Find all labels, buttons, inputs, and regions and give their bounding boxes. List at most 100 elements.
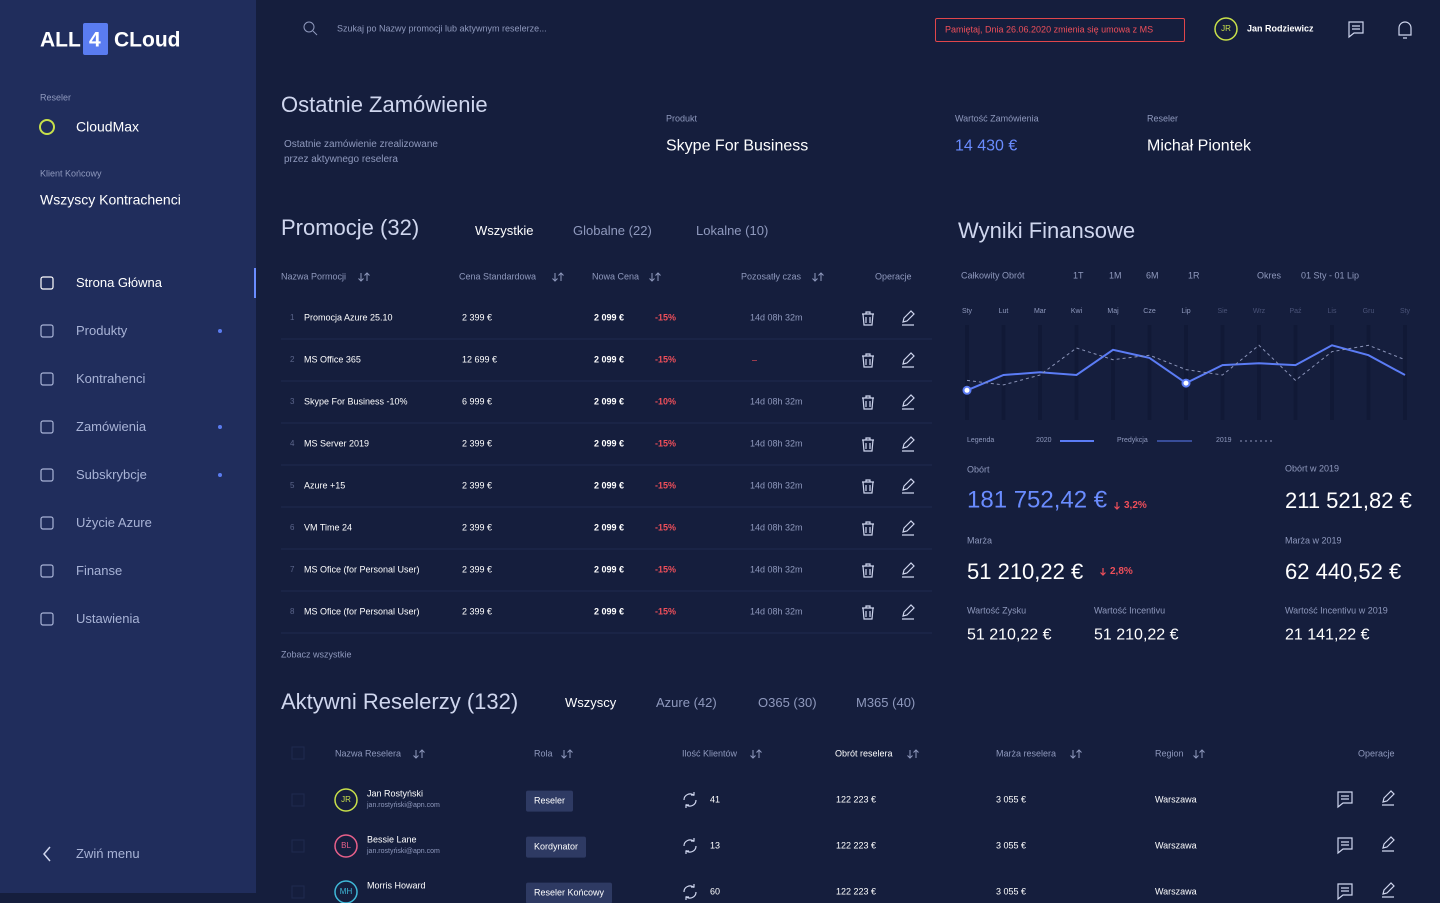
period[interactable]: 01 Sty - 01 Lip — [1301, 270, 1360, 281]
turnover: 122 223 € — [836, 840, 877, 851]
menu-item[interactable]: Finanse — [76, 563, 123, 579]
reseller-name[interactable]: Morris Howard — [367, 880, 426, 891]
region: Warszawa — [1155, 840, 1197, 851]
label: Produkt — [666, 113, 698, 124]
sort-icon — [907, 749, 919, 759]
checkbox — [291, 839, 305, 853]
logo: ALL — [40, 28, 81, 52]
month-label: Maj — [1107, 307, 1119, 315]
column-header[interactable]: Operacje — [875, 271, 912, 282]
time-left: 14d 08h 32m — [750, 438, 803, 449]
change: 2,8% — [1110, 566, 1133, 577]
client-name[interactable]: Wszyscy Kontrachenci — [40, 191, 181, 208]
tab[interactable]: Azure (42) — [656, 695, 717, 711]
menu-dot — [218, 425, 222, 429]
range-option[interactable]: 1T — [1073, 270, 1084, 281]
tab[interactable]: Lokalne (10) — [696, 223, 769, 239]
range-option[interactable]: 1R — [1188, 270, 1200, 281]
month-label: Lip — [1181, 307, 1191, 315]
column-header[interactable]: Nowa Cena — [592, 271, 640, 282]
chat-icon — [1337, 883, 1353, 901]
sort-icon — [750, 749, 762, 759]
client-count: 60 — [710, 886, 721, 897]
label: Marża w 2019 — [1285, 535, 1342, 546]
reseller-name[interactable]: Jan Rostyński — [367, 788, 424, 799]
description: Ostatnie zamówienie zrealizowane — [284, 139, 438, 150]
see-all-link[interactable]: Zobacz wszystkie — [281, 649, 352, 660]
price: 12 699 € — [462, 354, 498, 365]
chart-column — [1111, 325, 1115, 420]
menu-item[interactable]: Ustawienia — [76, 611, 140, 627]
column-header[interactable]: Ilość Klientów — [682, 748, 738, 759]
change: 3,2% — [1124, 500, 1147, 511]
label: Klient Końcowy — [40, 168, 102, 179]
promotion-name: MS Server 2019 — [304, 438, 370, 449]
delete-icon — [862, 479, 874, 494]
label: Reseler — [1147, 113, 1179, 124]
column-header[interactable]: Obrót reselera — [835, 748, 893, 759]
month-label: Paź — [1289, 307, 1302, 315]
section-title: Ostatnie Zamówienie — [281, 91, 488, 117]
menu-icon — [40, 468, 54, 482]
avatar — [334, 834, 358, 858]
chart-column — [1184, 325, 1188, 420]
collapse-menu[interactable]: Zwiń menu — [76, 846, 140, 862]
chart-column — [965, 325, 969, 420]
highlight-point — [962, 385, 972, 395]
column-header[interactable]: Region — [1155, 748, 1184, 759]
menu-item[interactable]: Zamówienia — [76, 419, 147, 435]
menu-icon — [40, 324, 54, 338]
range-option[interactable]: 1M — [1109, 270, 1122, 281]
metric-select[interactable]: Całkowity Obrót — [961, 270, 1025, 281]
menu-icon — [40, 564, 54, 578]
delete-icon — [862, 521, 874, 536]
reseller-name[interactable]: CloudMax — [76, 118, 140, 135]
edit-icon — [902, 562, 915, 578]
edit-icon — [902, 520, 915, 536]
bell-icon — [1398, 21, 1412, 39]
section-title: Promocje (32) — [281, 214, 420, 240]
edit-icon — [902, 394, 915, 410]
chat-icon — [1337, 837, 1353, 855]
tab[interactable]: Wszystkie — [475, 223, 534, 239]
search-icon — [303, 21, 315, 33]
menu-item[interactable]: Produkty — [76, 323, 128, 339]
chart-column — [1147, 325, 1152, 420]
column-header[interactable]: Nazwa Reselera — [335, 748, 402, 759]
sync-icon — [683, 838, 697, 854]
legend-entry: 2019 — [1216, 436, 1232, 444]
menu-item[interactable]: Użycie Azure — [76, 515, 152, 531]
edit-icon — [902, 478, 915, 494]
column-header[interactable]: Rola — [534, 748, 553, 759]
new-price: 2 099 € — [594, 522, 625, 533]
tab[interactable]: Wszyscy — [565, 695, 617, 711]
time-left: 14d 08h 32m — [750, 606, 803, 617]
column-header[interactable]: Nazwa Pormocji — [281, 271, 347, 282]
sync-icon — [683, 884, 697, 900]
edit-icon — [902, 310, 915, 326]
sidebar — [0, 0, 256, 893]
label: Wartość Incentivu — [1094, 605, 1166, 616]
menu-item[interactable]: Strona Główna — [76, 275, 162, 291]
time-left: – — [752, 354, 758, 365]
status-ring — [39, 119, 55, 135]
column-header[interactable]: Marża reselera — [996, 748, 1057, 759]
range-option[interactable]: 6M — [1146, 270, 1159, 281]
menu-item[interactable]: Subskrybcje — [76, 467, 147, 483]
user-name[interactable]: Jan Rodziewicz — [1247, 23, 1314, 34]
tab[interactable]: M365 (40) — [856, 695, 916, 711]
delete-icon — [862, 605, 874, 620]
month-label: Sie — [1217, 307, 1228, 315]
column-header[interactable]: Cena Standardowa — [459, 271, 537, 282]
column-header[interactable]: Pozosatły czas — [741, 271, 802, 282]
tab[interactable]: Globalne (22) — [573, 223, 652, 239]
tab[interactable]: O365 (30) — [758, 695, 817, 711]
search-input[interactable]: Szukaj po Nazwy promocji lub aktywnym re… — [337, 23, 547, 34]
sort-icon — [358, 272, 370, 282]
turnover: 181 752,42 € — [967, 486, 1108, 514]
reseller-name[interactable]: Bessie Lane — [367, 834, 417, 845]
column-header[interactable]: Operacje — [1358, 748, 1395, 759]
menu-item[interactable]: Kontrahenci — [76, 371, 146, 387]
edit-icon — [902, 352, 915, 368]
month-label: Gru — [1362, 307, 1375, 315]
